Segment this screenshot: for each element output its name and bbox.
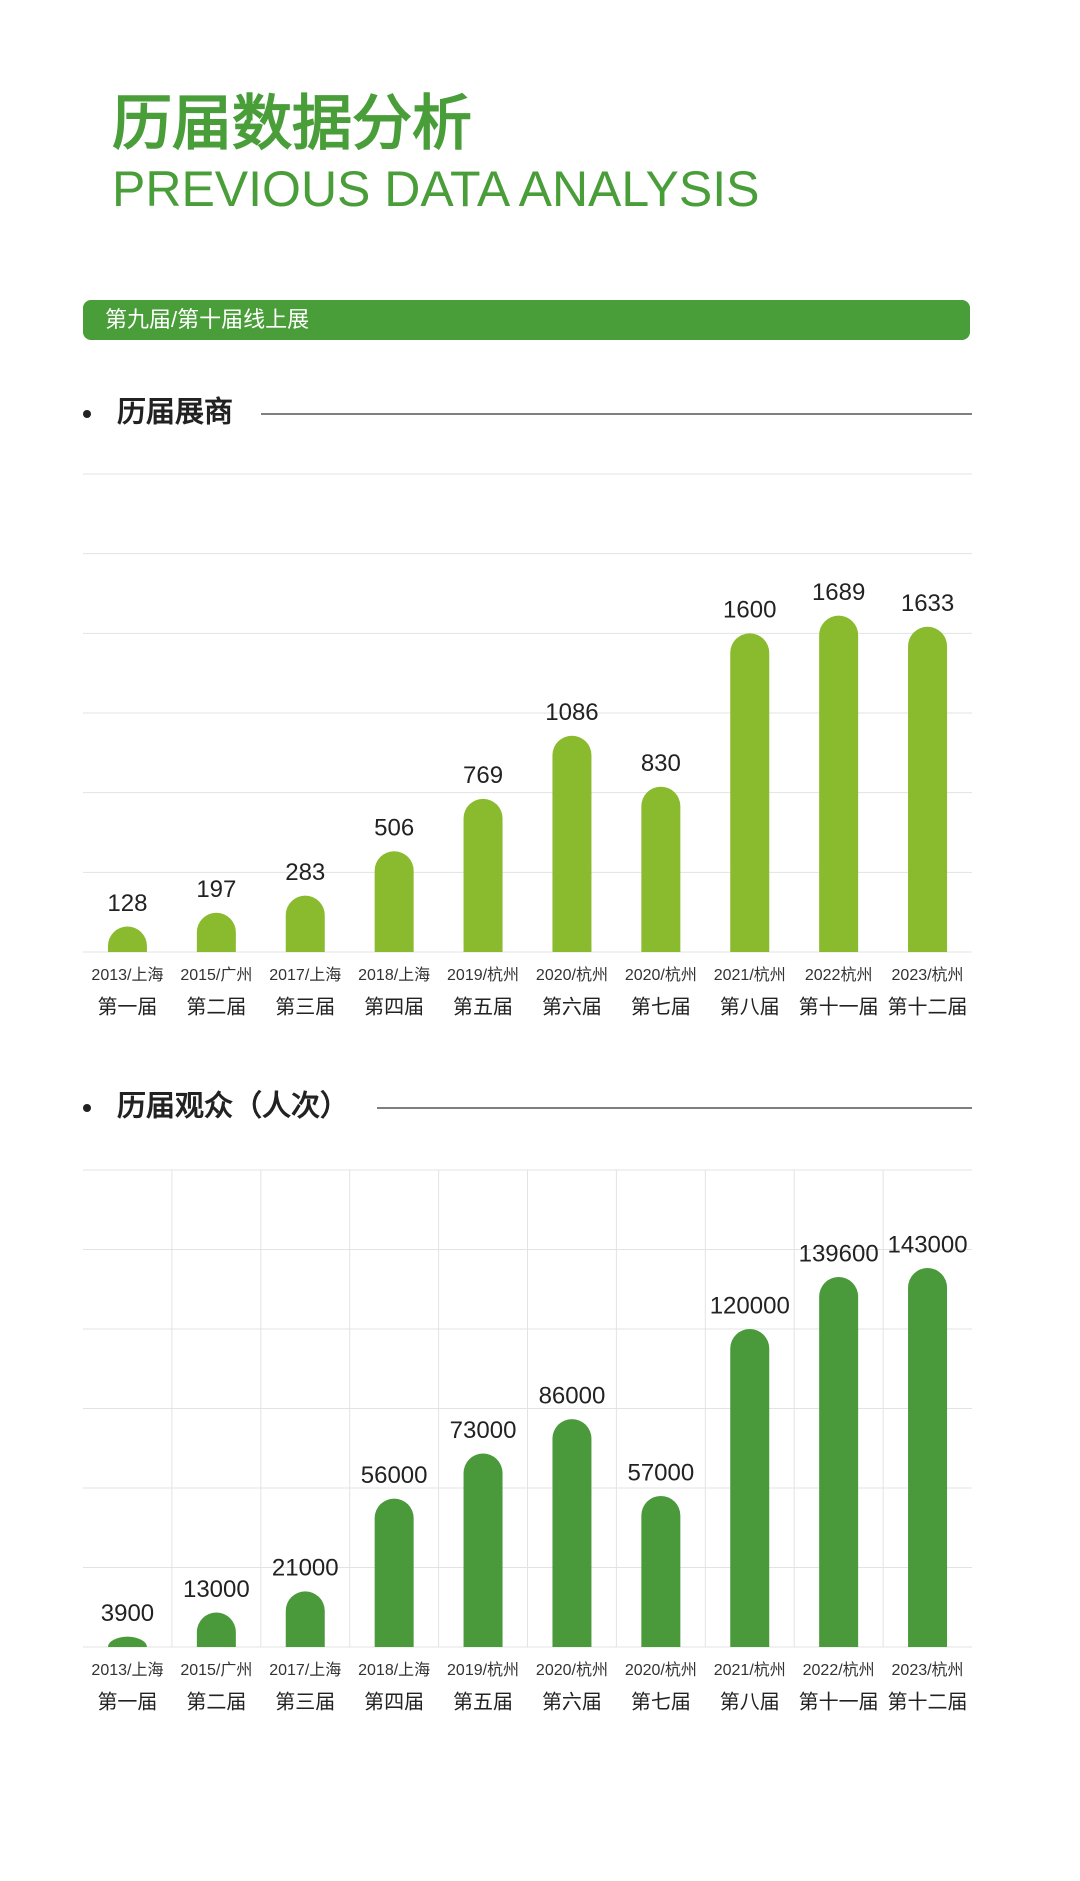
bar	[196, 912, 236, 952]
x-tick-label: 2015/广州	[180, 1661, 252, 1679]
bar	[819, 1277, 859, 1647]
bar	[908, 1268, 948, 1647]
bar	[285, 1591, 325, 1647]
x-tick-label: 2020/杭州	[625, 966, 697, 984]
edition-label: 第一届	[97, 1690, 157, 1713]
edition-label: 第三届	[275, 1690, 335, 1713]
x-tick-label: 2023/杭州	[892, 1661, 964, 1679]
value-label: 283	[285, 859, 325, 886]
x-tick-label: 2020/杭州	[625, 1661, 697, 1679]
x-tick-label: 2013/上海	[91, 966, 163, 984]
bullet	[83, 1104, 91, 1112]
value-label: 1689	[812, 579, 865, 606]
value-label: 506	[374, 815, 414, 842]
bar	[285, 895, 325, 952]
bar	[641, 786, 681, 952]
value-label: 73000	[450, 1417, 517, 1444]
value-label: 57000	[627, 1459, 694, 1486]
x-tick-label: 2019/杭州	[447, 966, 519, 984]
x-tick-label: 2018/上海	[358, 1661, 430, 1679]
x-tick-label: 2017/上海	[269, 1661, 341, 1679]
bar	[552, 1419, 592, 1647]
edition-label: 第四届	[364, 1690, 424, 1713]
x-tick-label: 2021/杭州	[714, 1661, 786, 1679]
x-tick-label: 2023/杭州	[892, 966, 964, 984]
x-tick-label: 2019/杭州	[447, 1661, 519, 1679]
x-tick-label: 2022杭州	[805, 966, 873, 984]
bar	[374, 1498, 414, 1647]
edition-label: 第七届	[631, 1690, 691, 1713]
bar	[463, 1453, 503, 1647]
value-label: 21000	[272, 1555, 339, 1582]
value-label: 13000	[183, 1576, 250, 1603]
bar	[107, 1636, 147, 1647]
bar	[552, 735, 592, 952]
edition-label: 第六届	[542, 995, 602, 1018]
edition-label: 第二届	[186, 995, 246, 1018]
x-tick-label: 2017/上海	[269, 966, 341, 984]
edition-label: 第六届	[542, 1690, 602, 1713]
value-label: 86000	[539, 1382, 606, 1409]
value-label: 3900	[101, 1600, 154, 1627]
edition-label: 第三届	[275, 995, 335, 1018]
value-label: 56000	[361, 1462, 428, 1489]
bullet	[83, 410, 91, 418]
bar	[908, 626, 948, 952]
value-label: 769	[463, 762, 503, 789]
edition-label: 第五届	[453, 1690, 513, 1713]
x-tick-label: 2015/广州	[180, 966, 252, 984]
value-label: 830	[641, 750, 681, 777]
value-label: 1600	[723, 597, 776, 624]
value-label: 1086	[545, 699, 598, 726]
bar	[819, 615, 859, 952]
x-tick-label: 2020/杭州	[536, 966, 608, 984]
edition-label: 第十二届	[888, 995, 968, 1018]
bar	[196, 1612, 236, 1647]
bar	[730, 1329, 770, 1647]
edition-label: 第八届	[720, 995, 780, 1018]
x-tick-label: 2018/上海	[358, 966, 430, 984]
banner	[83, 300, 970, 340]
page-title: 历届数据分析	[112, 90, 472, 157]
bar	[374, 851, 414, 952]
edition-label: 第七届	[631, 995, 691, 1018]
page-subtitle: PREVIOUS DATA ANALYSIS	[112, 161, 759, 217]
x-tick-label: 2021/杭州	[714, 966, 786, 984]
edition-label: 第十二届	[888, 1690, 968, 1713]
value-label: 1633	[901, 590, 954, 617]
bar	[463, 798, 503, 952]
edition-label: 第一届	[97, 995, 157, 1018]
x-tick-label: 2013/上海	[91, 1661, 163, 1679]
edition-label: 第四届	[364, 995, 424, 1018]
edition-label: 第五届	[453, 995, 513, 1018]
edition-label: 第二届	[186, 1690, 246, 1713]
value-label: 143000	[888, 1231, 968, 1258]
x-tick-label: 2020/杭州	[536, 1661, 608, 1679]
x-tick-label: 2022/杭州	[803, 1661, 875, 1679]
section-title: 历届展商	[117, 396, 233, 429]
bar	[107, 926, 147, 952]
value-label: 128	[107, 890, 147, 917]
value-label: 120000	[710, 1292, 790, 1319]
section-title: 历届观众（人次）	[117, 1090, 349, 1123]
bar	[641, 1495, 681, 1647]
banner-text: 第九届/第十届线上展	[105, 307, 309, 332]
edition-label: 第十一届	[799, 995, 879, 1018]
bar	[730, 633, 770, 952]
edition-label: 第十一届	[799, 1690, 879, 1713]
value-label: 139600	[799, 1240, 879, 1267]
edition-label: 第八届	[720, 1690, 780, 1713]
value-label: 197	[196, 876, 236, 903]
